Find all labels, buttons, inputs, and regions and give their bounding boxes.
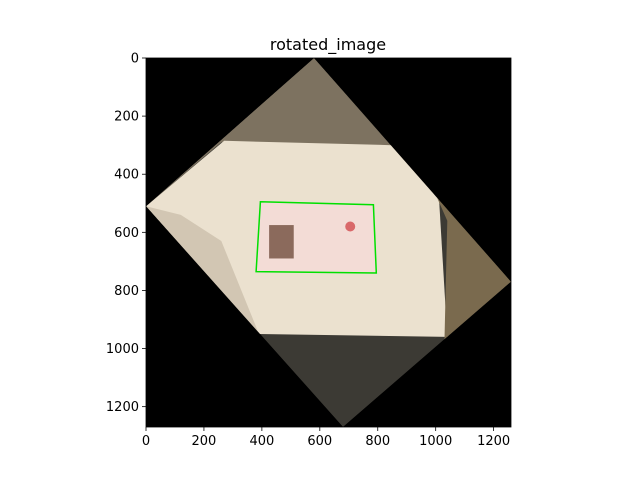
rotated-photo [146,58,511,427]
patterned-rug [435,194,511,343]
y-tick-label: 600 [114,226,139,241]
x-tick-label: 0 [142,434,150,449]
axes-frame [145,57,512,428]
image-area [146,58,511,427]
y-tick-label: 400 [114,168,139,183]
id-card-portrait [269,225,294,259]
x-tick-label: 400 [249,434,274,449]
detected-card-box [255,201,378,274]
x-axis: 0 200 400 600 800 1000 1200 [142,427,510,449]
y-tick-label: 1200 [106,400,139,415]
y-tick-label: 800 [114,284,139,299]
y-tick-label: 200 [114,110,139,125]
x-tick-label: 1200 [477,434,510,449]
x-tick-label: 800 [365,434,390,449]
chart-title: rotated_image [270,35,386,55]
y-axis: 0 200 400 600 800 1000 1200 [106,52,146,415]
x-tick-label: 1000 [419,434,452,449]
x-tick-label: 200 [192,434,217,449]
x-tick-label: 600 [307,434,332,449]
y-tick-label: 0 [131,52,139,67]
id-card-emblem [345,221,356,232]
y-tick-label: 1000 [106,342,139,357]
